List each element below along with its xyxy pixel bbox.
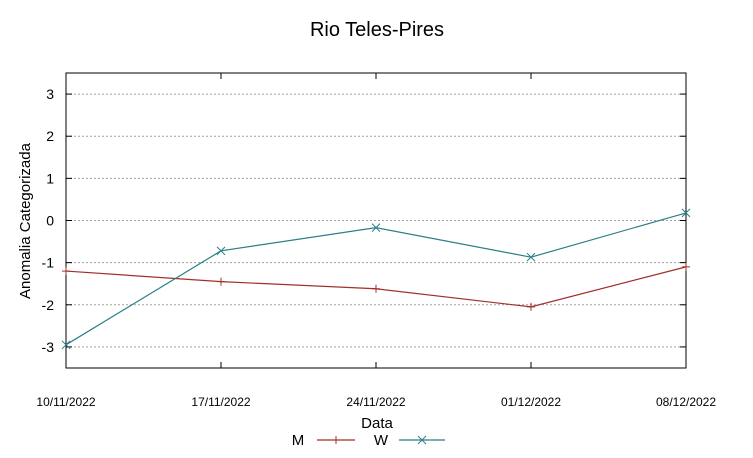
y-tick-label: 1 (46, 170, 54, 186)
x-axis: 10/11/2022 17/11/2022 24/11/2022 01/12/2022… (36, 73, 716, 409)
marker-stroke (526, 252, 536, 262)
data-point-m (682, 262, 690, 271)
x-tick-label: 24/11/2022 (346, 395, 405, 409)
chart-title: Rio Teles-Pires (310, 19, 444, 41)
marker-stroke (371, 223, 381, 233)
marker-stroke (61, 340, 71, 350)
grid-lines (66, 93, 686, 348)
y-tick-label: -1 (42, 255, 55, 271)
data-point-w (216, 246, 226, 256)
marker-stroke (681, 208, 691, 218)
y-tick-label: -3 (42, 339, 55, 355)
legend-label-w: W (374, 432, 389, 449)
x-axis-label: Data (361, 415, 393, 432)
data-series (61, 208, 691, 350)
series-line-w (65, 212, 687, 346)
marker-stroke (216, 246, 226, 256)
data-point-m (217, 277, 225, 286)
data-point-m (62, 267, 70, 276)
data-point-w (371, 223, 381, 233)
y-axis: -3 -2 -1 0 1 2 3 (42, 86, 686, 355)
x-tick-label: 10/11/2022 (36, 395, 95, 409)
y-tick-label: 3 (46, 86, 54, 102)
y-axis-label: Anomalia Categorizada (17, 142, 34, 299)
data-point-m (372, 284, 380, 293)
data-point-w (61, 340, 71, 350)
y-tick-label: 0 (46, 213, 54, 229)
data-point-w (526, 252, 536, 262)
marker-stroke (417, 435, 427, 445)
x-tick-label: 01/12/2022 (501, 395, 561, 409)
legend-marker-m (332, 436, 340, 444)
y-tick-label: -2 (42, 297, 55, 313)
legend-marker-w (417, 435, 427, 445)
x-tick-label: 08/12/2022 (656, 395, 716, 409)
y-tick-label: 2 (46, 128, 54, 144)
legend-label-m: M (292, 432, 305, 449)
x-tick-label: 17/11/2022 (191, 395, 250, 409)
data-point-m (527, 302, 535, 311)
data-point-w (681, 208, 691, 218)
